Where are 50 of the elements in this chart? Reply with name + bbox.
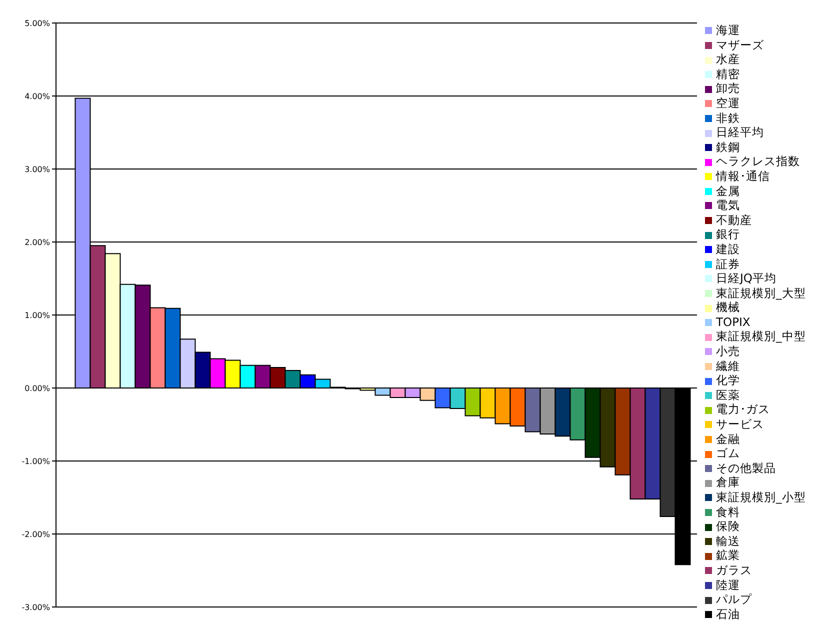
y-tick-label: -3.00% — [22, 602, 50, 612]
legend-label: ガラス — [716, 562, 752, 577]
legend-label: 鉱業 — [716, 548, 740, 562]
legend-label: 鉄鋼 — [716, 140, 740, 154]
legend-label: 卸売 — [716, 81, 740, 96]
legend-label: ゴム — [716, 446, 740, 460]
y-tick-label: 0.00% — [24, 384, 50, 393]
legend-label: 証券 — [716, 256, 740, 270]
legend-label: 化学 — [716, 373, 740, 388]
legend-label: 食料 — [716, 504, 740, 519]
legend-label: 海運 — [716, 23, 740, 37]
legend-label: マザーズ — [716, 38, 764, 52]
legend-label: 空運 — [716, 96, 740, 110]
y-tick-label: 5.00% — [24, 18, 50, 28]
legend-label: 東証規模別_小型 — [716, 490, 806, 504]
legend-label: 陸運 — [716, 578, 740, 592]
legend-label: サービス — [716, 417, 764, 432]
legend-label: TOPIX — [716, 314, 750, 329]
legend-label: パルプ — [716, 592, 752, 606]
legend-label: 医薬 — [716, 388, 740, 402]
y-tick-label: -1.00% — [22, 456, 50, 466]
legend-label: 金属 — [716, 184, 740, 198]
legend-label: ヘラクレス指数 — [716, 154, 800, 168]
legend-label: 水産 — [716, 52, 740, 66]
legend-label: 非鉄 — [716, 110, 740, 125]
y-tick-label: -2.00% — [22, 530, 50, 539]
legend-label: 情報･通信 — [716, 168, 770, 183]
legend-label: 東証規模別_大型 — [716, 286, 806, 300]
legend-label: 電気 — [716, 198, 740, 212]
legend-label: 金融 — [716, 432, 740, 446]
legend-label: 機械 — [716, 300, 740, 314]
legend-label: 日経JQ平均 — [716, 271, 776, 286]
legend-label: 東証規模別_中型 — [716, 329, 806, 344]
y-tick-label: 4.00% — [24, 92, 50, 101]
legend-label: 倉庫 — [716, 475, 740, 490]
legend-label: 銀行 — [716, 227, 740, 242]
legend-label: 石油 — [716, 606, 740, 621]
legend-label: 精密 — [716, 66, 740, 81]
legend-label: 日経平均 — [716, 125, 764, 140]
legend-label: その他製品 — [716, 460, 776, 475]
y-tick-label: 2.00% — [24, 238, 50, 247]
legend-label: 保険 — [716, 519, 740, 534]
y-tick-label: 1.00% — [24, 310, 50, 320]
legend-label: 不動産 — [716, 212, 752, 227]
legend-label: 建設 — [716, 242, 740, 256]
y-tick-label: 3.00% — [24, 164, 50, 174]
legend-label: 小売 — [716, 344, 740, 358]
legend-label: 繊維 — [716, 358, 740, 373]
legend-label: 輸送 — [716, 534, 740, 548]
legend-label: 電力･ガス — [716, 402, 770, 416]
